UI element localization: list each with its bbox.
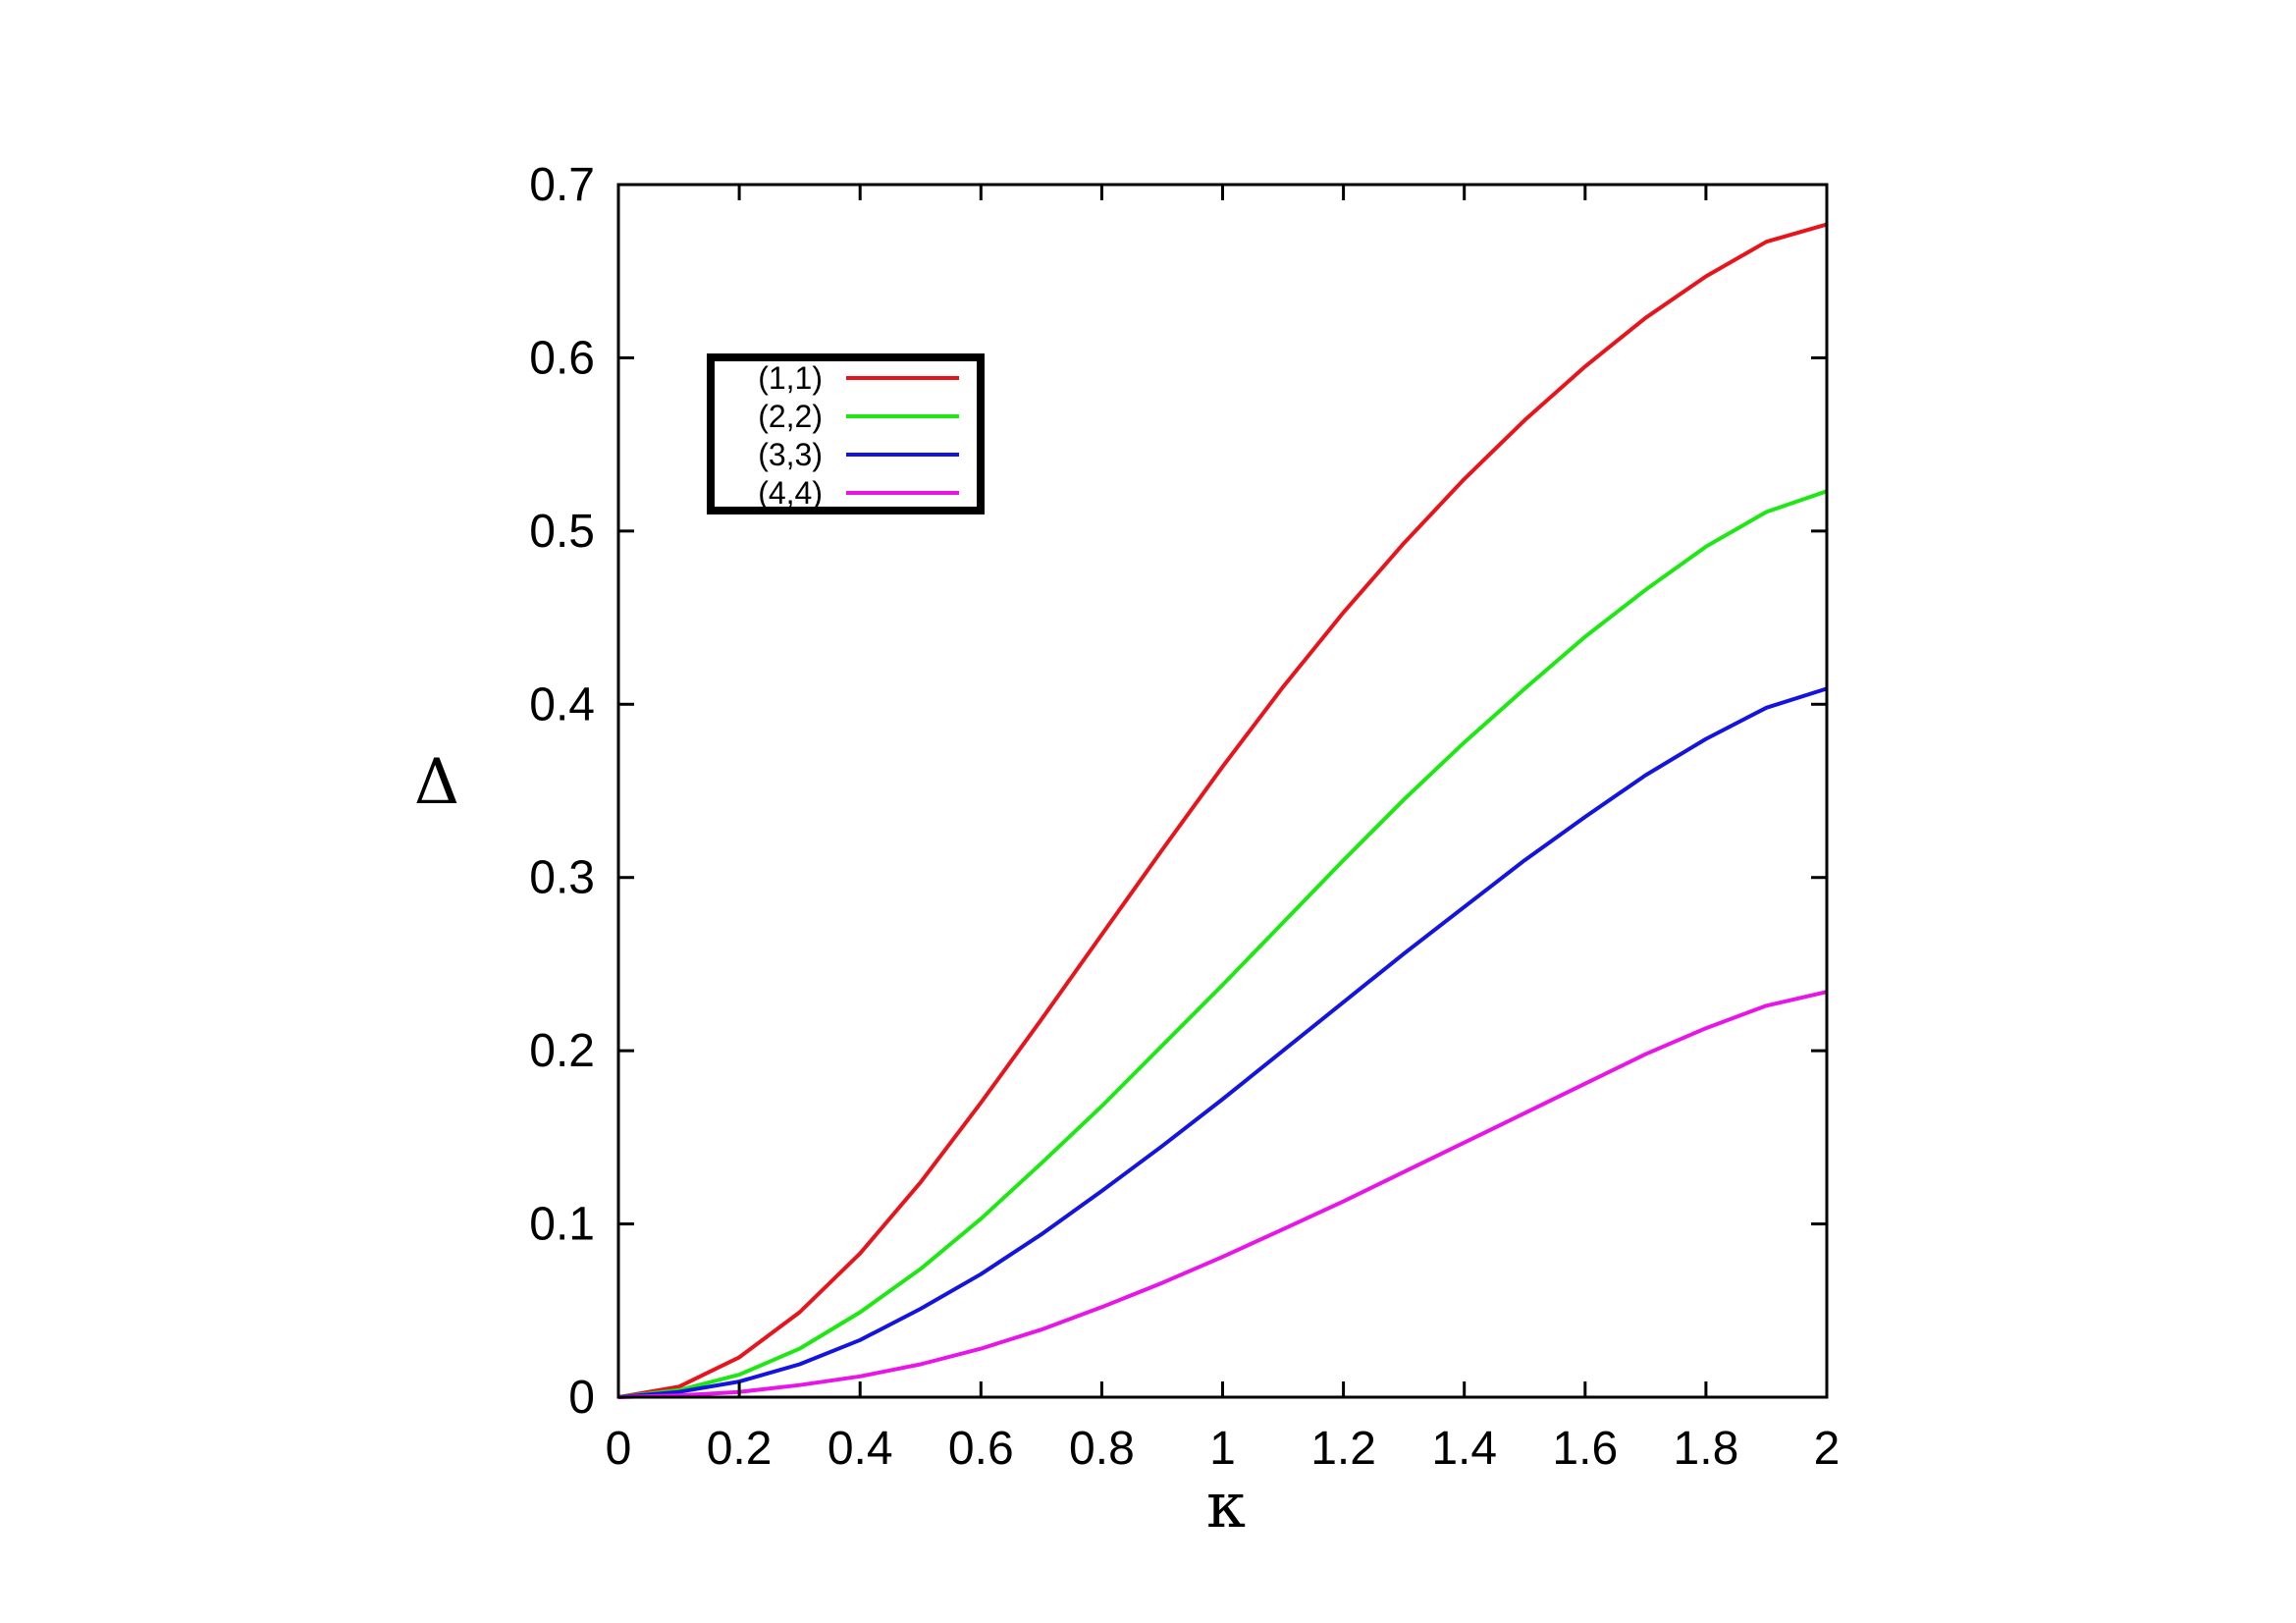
legend-label: (1,1) — [758, 360, 823, 396]
y-tick-label: 0.4 — [529, 678, 595, 730]
x-tick-label: 1.4 — [1431, 1423, 1497, 1475]
x-tick-label: 1.2 — [1310, 1423, 1376, 1475]
y-tick-label: 0.1 — [529, 1199, 595, 1251]
y-axis-label: Δ — [414, 746, 459, 819]
legend-label: (3,3) — [758, 437, 823, 472]
series-line-3 — [617, 686, 1828, 1399]
x-axis-label: κ — [1206, 1470, 1246, 1542]
y-tick-label: 0.5 — [529, 506, 595, 558]
y-tick-label: 0.6 — [529, 332, 595, 384]
x-tick-label: 2 — [1814, 1423, 1841, 1475]
x-tick-label: 1.8 — [1674, 1423, 1739, 1475]
y-tick-label: 0.2 — [529, 1025, 595, 1077]
y-tick-label: 0.7 — [529, 159, 595, 211]
legend-box — [707, 353, 985, 514]
x-tick-label: 1.6 — [1552, 1423, 1618, 1475]
x-tick-label: 0.8 — [1069, 1423, 1135, 1475]
series-line-2 — [617, 489, 1828, 1399]
series-line-4 — [617, 990, 1828, 1399]
x-tick-label: 0.2 — [707, 1423, 773, 1475]
y-tick-label: 0.3 — [529, 852, 595, 904]
y-tick-label: 0 — [568, 1372, 595, 1424]
x-tick-label: 1 — [1209, 1423, 1236, 1475]
legend-label: (4,4) — [758, 475, 823, 511]
legend-label: (2,2) — [758, 399, 823, 434]
series-line-1 — [617, 222, 1828, 1399]
x-tick-label: 0 — [606, 1423, 632, 1475]
x-tick-label: 0.4 — [828, 1423, 893, 1475]
legend: (1,1)(2,2)(3,3)(4,4) — [707, 353, 985, 514]
x-tick-label: 0.6 — [948, 1423, 1014, 1475]
